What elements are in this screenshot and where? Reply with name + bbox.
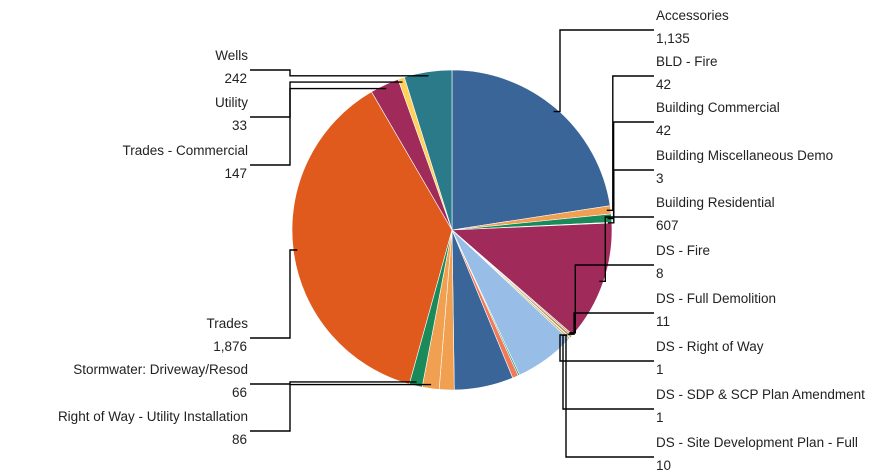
slice-label-ds-sdp-scp-plan-amendment: DS - SDP & SCP Plan Amendment <box>656 387 865 402</box>
slice-labels: Accessories 1,135 BLD - Fire 42 Building Com… <box>58 8 865 473</box>
slice-value-ds-site-development-plan-full: 10 <box>656 458 671 473</box>
slice-label-accessories: Accessories <box>656 8 729 23</box>
slice-value-ds-fire: 8 <box>656 266 664 281</box>
leader-line-accessories <box>553 29 654 113</box>
leader-line-trades-commercial <box>250 87 387 166</box>
leader-line-ds-site-development-plan-full <box>565 335 654 458</box>
leader-line-trades <box>250 249 298 339</box>
slice-label-right-of-way-utility-installation: Right of Way - Utility Installation <box>58 409 248 424</box>
pie-slice-accessories <box>451 69 611 231</box>
slice-label-trades: Trades <box>206 316 248 331</box>
leader-line-stormwater-driveway-resod <box>250 381 417 385</box>
slice-label-wells: Wells <box>215 48 248 63</box>
slice-value-wells: 242 <box>224 71 247 86</box>
slice-label-trades-commercial: Trades - Commercial <box>122 143 248 158</box>
slice-label-ds-site-development-plan-full: DS - Site Development Plan - Full <box>656 435 858 450</box>
leader-line-utility <box>250 81 403 118</box>
slice-value-building-residential: 607 <box>656 218 679 233</box>
slice-value-ds-right-of-way: 1 <box>656 362 664 377</box>
slice-label-bld-fire: BLD - Fire <box>656 54 718 69</box>
leader-line-ds-right-of-way <box>559 334 654 362</box>
leader-line-ds-sdp-scp-plan-amendment <box>562 334 654 410</box>
slice-value-stormwater-driveway-resod: 66 <box>232 385 247 400</box>
leader-line-wells <box>250 69 429 77</box>
pie-slice-building-residential <box>451 222 613 336</box>
slice-value-bld-fire: 42 <box>656 77 671 92</box>
pie-slice-wells <box>403 69 453 231</box>
slice-value-accessories: 1,135 <box>656 31 690 46</box>
slice-value-ds-full-demolition: 11 <box>656 314 670 329</box>
leader-line-bld-fire <box>606 75 654 212</box>
leader-line-ds-fire <box>569 264 654 334</box>
slice-label-ds-full-demolition: DS - Full Demolition <box>656 291 776 306</box>
slice-label-ds-right-of-way: DS - Right of Way <box>656 339 764 354</box>
slice-value-right-of-way-utility-installation: 86 <box>232 432 247 447</box>
leader-line-building-residential <box>599 216 654 282</box>
slice-label-building-residential: Building Residential <box>656 195 775 210</box>
leader-line-right-of-way-utility-installation <box>250 383 432 432</box>
slice-label-ds-fire: DS - Fire <box>656 243 710 258</box>
slice-value-building-commercial: 42 <box>656 123 671 138</box>
pie-slices <box>291 69 613 391</box>
slice-value-ds-sdp-scp-plan-amendment: 1 <box>656 410 664 425</box>
slice-label-building-miscellaneous-demo: Building Miscellaneous Demo <box>656 148 833 163</box>
slice-value-building-miscellaneous-demo: 3 <box>656 171 664 186</box>
slice-value-trades: 1,876 <box>213 339 247 354</box>
slice-label-stormwater-driveway-resod: Stormwater: Driveway/Resod <box>73 362 248 377</box>
leader-line-ds-full-demolition <box>568 312 654 335</box>
leader-lines <box>250 29 654 458</box>
leader-line-building-miscellaneous-demo <box>607 169 654 224</box>
slice-label-utility: Utility <box>215 95 248 110</box>
slice-label-building-commercial: Building Commercial <box>656 100 780 115</box>
slice-value-trades-commercial: 147 <box>224 166 247 181</box>
slice-value-utility: 33 <box>232 118 247 133</box>
